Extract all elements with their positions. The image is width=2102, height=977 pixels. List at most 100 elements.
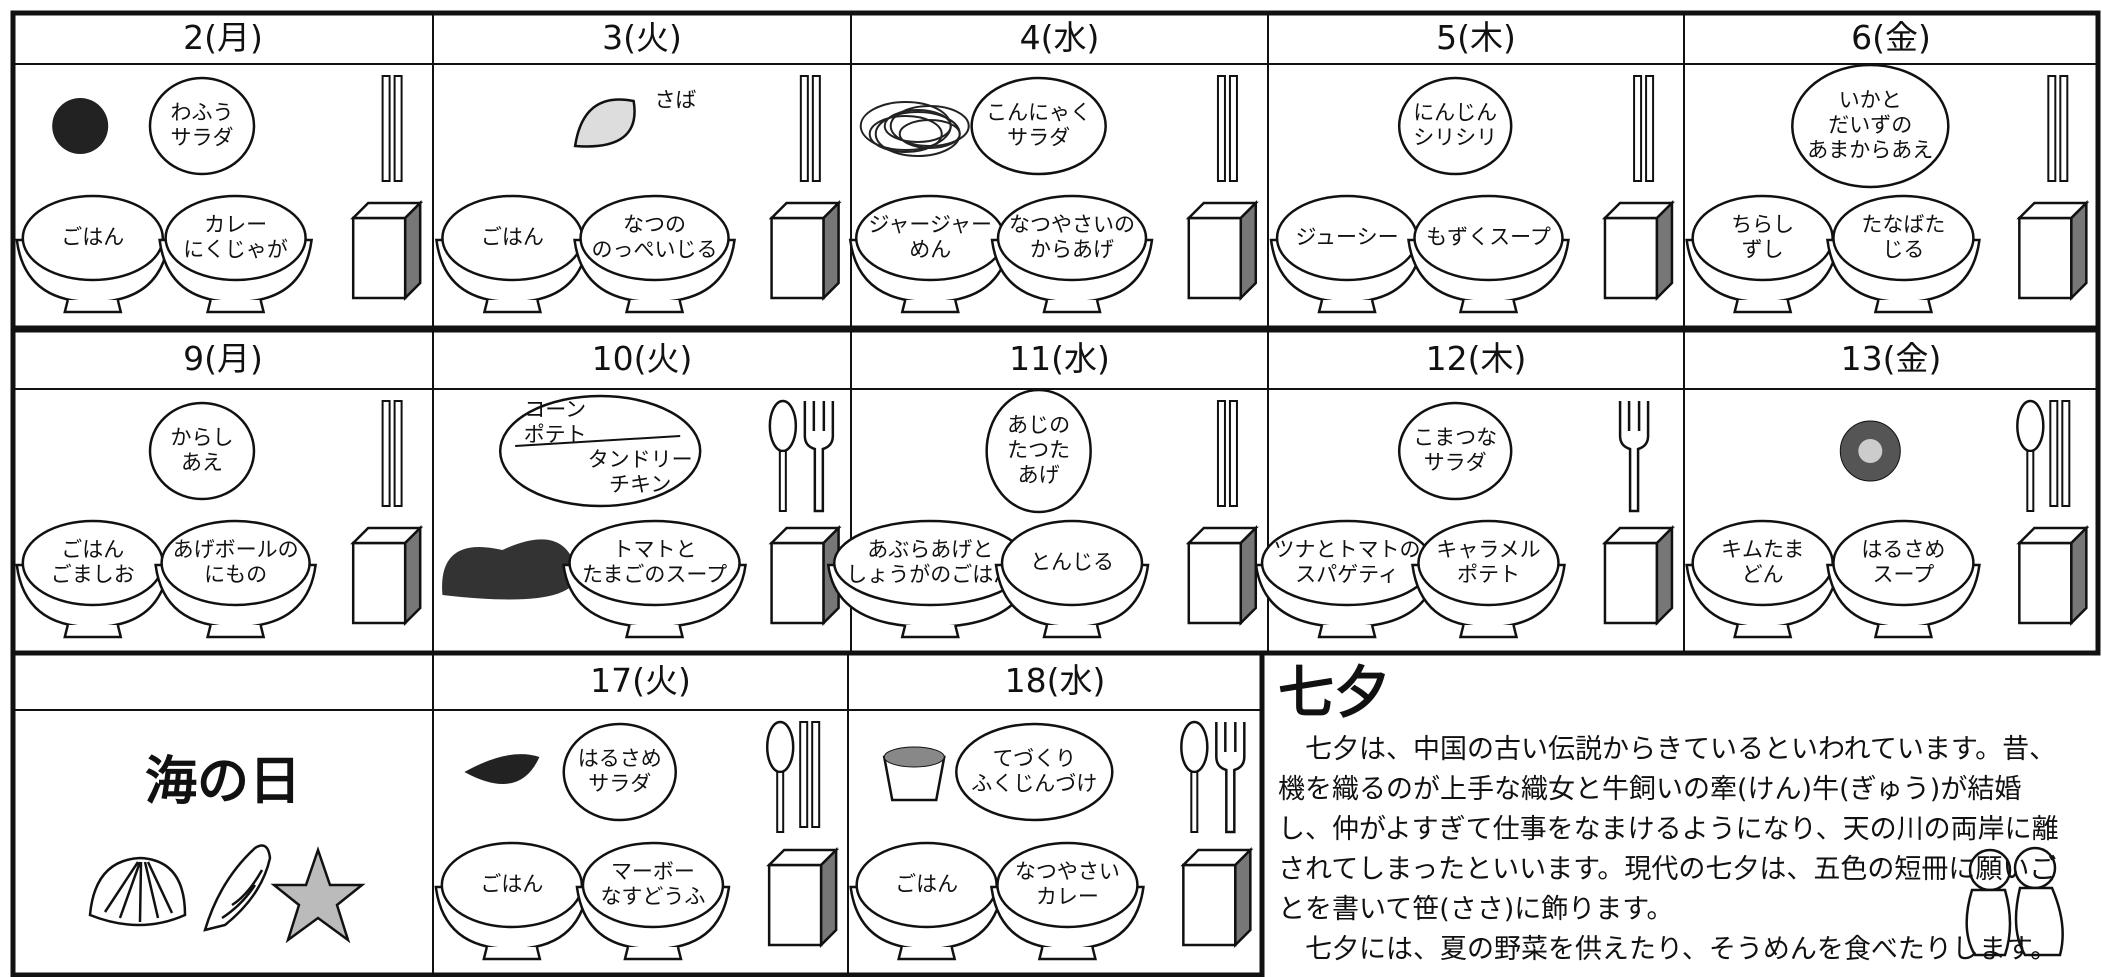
day-header: 11(水) [1009, 339, 1110, 378]
milk-carton [767, 863, 823, 947]
bowl-label: あぶらあげと [867, 538, 993, 562]
bowl-foot [624, 299, 685, 314]
fork [1215, 722, 1246, 834]
bowl-label: あげボールの [173, 538, 299, 562]
bowl-label: めん [909, 238, 951, 262]
side-divider [515, 435, 681, 447]
day-header: 3(火) [602, 18, 682, 57]
day-header: 2(月) [183, 18, 263, 57]
bowl-label: もずくスープ [1426, 225, 1551, 249]
bowl-label: ジューシー [1295, 225, 1398, 249]
milk-carton [351, 216, 407, 300]
bowl-rim [579, 194, 730, 282]
day-header: 12(木) [1426, 339, 1527, 378]
bowl-label: ごはん [480, 872, 543, 896]
day-header: 5(木) [1436, 18, 1516, 57]
side-label: あえ [181, 451, 223, 475]
milk-carton [1182, 863, 1237, 947]
bowl-label: ジャージャー [868, 213, 991, 237]
bowl-label: マーボー [611, 860, 695, 884]
side-dish [1397, 401, 1513, 501]
day-header: 4(水) [1020, 18, 1100, 57]
bowl-foot [1317, 299, 1377, 314]
food-image [1858, 439, 1883, 463]
bowl-foot [1317, 624, 1377, 639]
milk-carton [403, 524, 422, 627]
food-image [442, 539, 578, 600]
bowl-rim [21, 194, 165, 282]
side-label: からし [171, 426, 234, 450]
milk-carton [351, 541, 407, 625]
chopstick [1228, 75, 1238, 182]
bowl-label: カレー [204, 213, 267, 237]
bowl-foot [63, 624, 123, 639]
side-label: はるさめ [578, 747, 662, 771]
bowl-label: のっぺいじる [592, 238, 718, 262]
bowl-label: ずし [1742, 238, 1784, 262]
side-dish [985, 388, 1092, 514]
chopstick [1645, 75, 1655, 182]
tanabata-article: 七夕 七夕は、中国の古い伝説からきているといわれています。昔、機を織るのが上手な… [1278, 662, 2100, 977]
spoon [2016, 399, 2045, 453]
milk-carton [1603, 541, 1659, 625]
side-label: あげ [1018, 463, 1060, 487]
bowl-rim [1832, 519, 1975, 607]
bowl-label: トマトと [613, 538, 697, 562]
bowl-label: とんじる [1030, 550, 1114, 574]
food-image [883, 746, 945, 768]
side-label: サラダ [171, 126, 234, 150]
bowl-foot [1037, 946, 1098, 961]
food-image [464, 754, 540, 784]
bowl-foot [900, 624, 960, 639]
side-dish [1791, 63, 1950, 189]
milk-carton [1234, 846, 1252, 949]
spoon [768, 399, 798, 453]
bowl-label: なつやさい [1015, 860, 1120, 884]
side-label: わふう [171, 101, 234, 125]
bowl-rim [160, 519, 311, 607]
bowl-label: にくじゃが [183, 238, 288, 262]
bowl-label: じる [1882, 238, 1924, 262]
bowl-label: にもの [204, 563, 267, 587]
side-label: ポテト [524, 423, 587, 447]
bowl-foot [482, 299, 543, 314]
row-frame [10, 650, 1265, 977]
fork [803, 401, 835, 513]
spoon [765, 720, 795, 774]
chopstick [1216, 400, 1226, 507]
bowl-foot [63, 299, 123, 314]
chopstick [1216, 75, 1226, 182]
spoon [776, 771, 785, 833]
bowl-foot [482, 946, 542, 961]
bowl-foot [1733, 299, 1793, 314]
side-label: あじの [1007, 413, 1070, 437]
bowl-rim [996, 841, 1139, 929]
chopstick [381, 75, 391, 182]
day-header: 13(金) [1841, 339, 1942, 378]
side-label: こんにゃく [986, 101, 1091, 125]
side-label: サラダ [588, 772, 651, 796]
bowl-label: ごはん [481, 225, 544, 249]
chopstick [2047, 75, 2057, 182]
chopstick [393, 75, 403, 182]
holiday-label: 海の日 [145, 752, 301, 812]
article-paragraph: 七夕には、夏の野菜を供えたり、そうめんを食べたりします。 [1305, 934, 2058, 965]
side-dish [148, 401, 256, 501]
side-dish [970, 76, 1107, 176]
chopstick [2059, 75, 2069, 182]
food-image [889, 105, 970, 147]
day-header: 9(月) [183, 339, 263, 378]
side-dish [955, 722, 1114, 822]
side-label: だいずの [1828, 113, 1912, 137]
bowl-label: ごはん [61, 225, 124, 249]
bowl-rim [1000, 519, 1144, 607]
side-label: あまからあえ [1807, 138, 1933, 162]
bowl-label: ごましお [51, 563, 135, 587]
side-dish [148, 76, 256, 176]
milk-carton [1187, 541, 1243, 625]
milk-carton [770, 216, 825, 300]
fork [1618, 401, 1650, 513]
milk-carton [1603, 216, 1659, 300]
bowl-label: しょうがのごはん [846, 563, 1014, 587]
